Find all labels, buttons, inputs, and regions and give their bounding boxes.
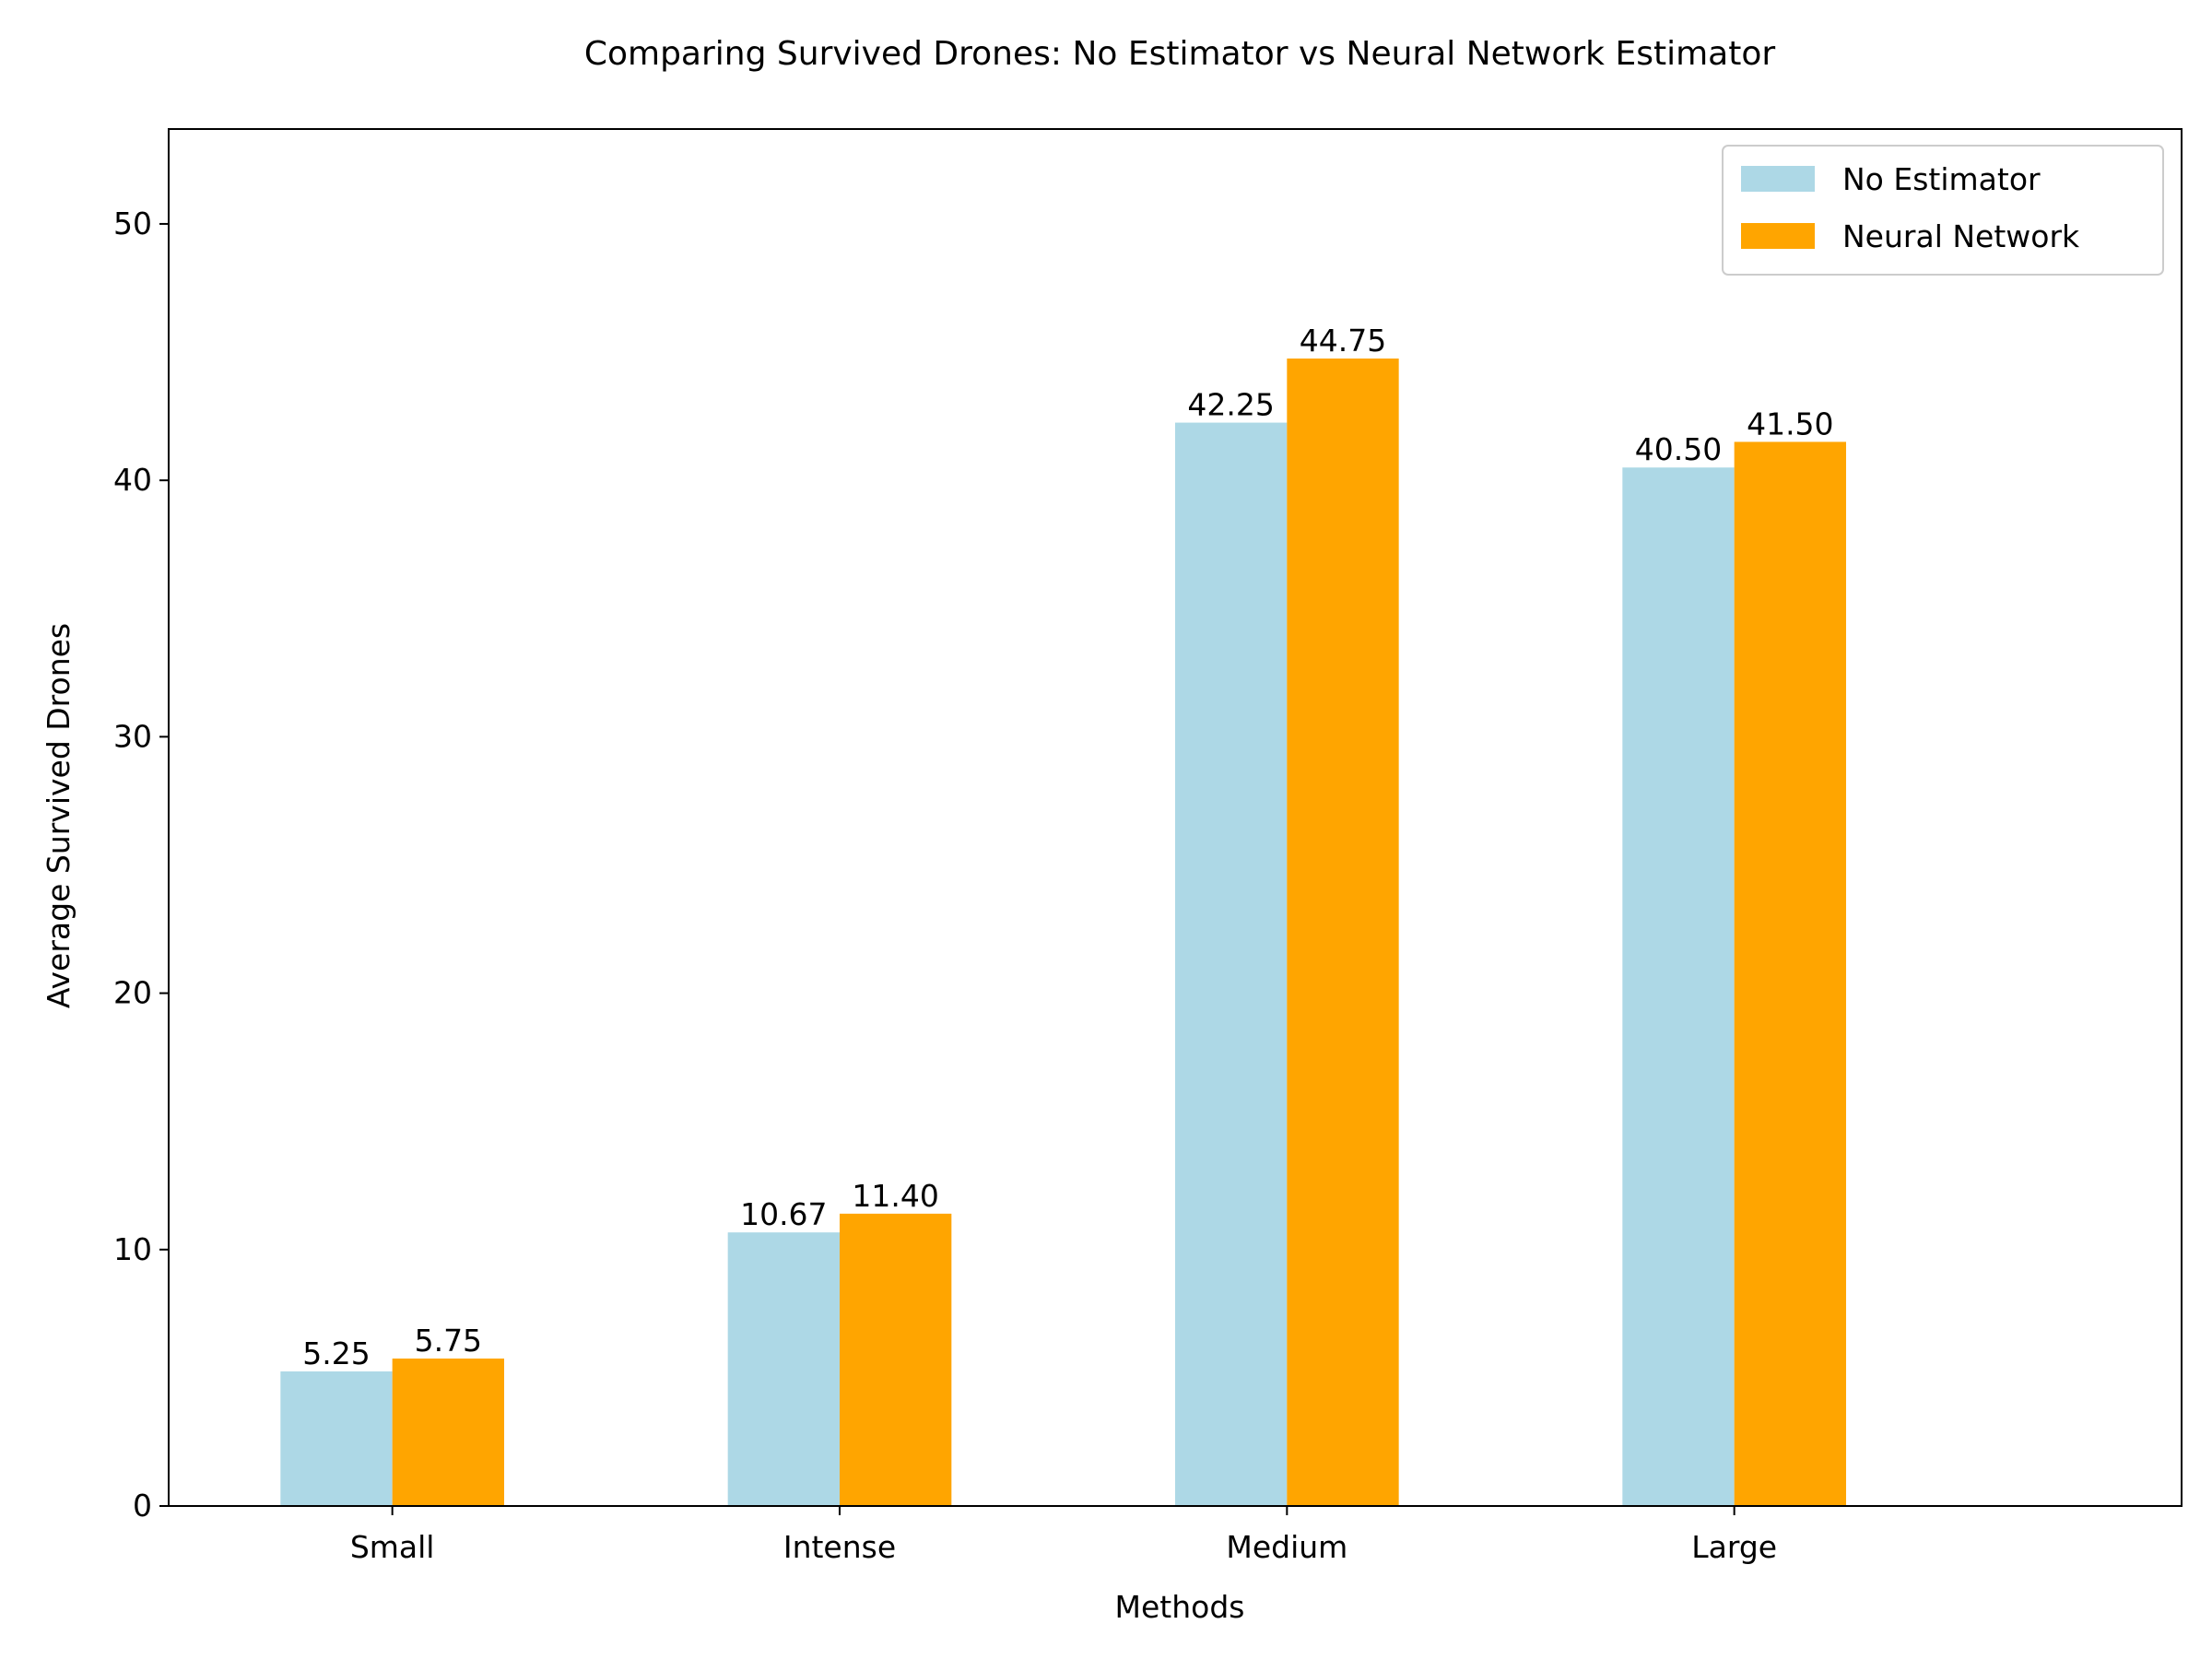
legend-swatch — [1741, 223, 1815, 249]
data-label: 40.50 — [1635, 431, 1722, 467]
bar-no-estimator-intense — [727, 1232, 840, 1506]
bar-neural-network-small — [392, 1359, 504, 1506]
data-label: 11.40 — [852, 1178, 938, 1214]
x-tick-label: Small — [350, 1529, 435, 1565]
bar-neural-network-large — [1734, 441, 1846, 1507]
legend: No Estimator Neural Network — [1722, 145, 2164, 276]
x-tick-label: Intense — [783, 1529, 896, 1565]
x-tick-label: Medium — [1226, 1529, 1347, 1565]
legend-swatch — [1741, 166, 1815, 192]
y-tick-label: 10 — [113, 1231, 152, 1267]
x-axis-label: Methods — [1115, 1589, 1245, 1625]
y-tick-label: 50 — [113, 206, 152, 241]
chart-title: Comparing Survived Drones: No Estimator … — [584, 35, 1776, 73]
plot-frame — [168, 128, 2183, 1507]
data-label: 42.25 — [1187, 387, 1274, 423]
y-axis-label: Average Survived Drones — [41, 623, 76, 1008]
bar-no-estimator-large — [1622, 467, 1735, 1506]
y-tick-label: 30 — [113, 718, 152, 754]
bar-neural-network-intense — [840, 1213, 952, 1506]
bar-no-estimator-small — [280, 1371, 393, 1506]
data-label: 5.75 — [415, 1323, 482, 1359]
plot-area: 5.25 10.67 42.25 40.50 5.75 11.40 44.75 41.50 0 1… — [113, 128, 2183, 1565]
data-label: 44.75 — [1300, 323, 1386, 359]
y-tick-label: 0 — [133, 1488, 152, 1524]
y-tick-label: 20 — [113, 975, 152, 1011]
bar-neural-network-medium — [1287, 359, 1399, 1506]
data-label: 10.67 — [740, 1196, 827, 1232]
bar-no-estimator-medium — [1175, 422, 1288, 1506]
y-tick-label: 40 — [113, 462, 152, 498]
legend-label: Neural Network — [1842, 218, 2080, 254]
data-label: 41.50 — [1747, 406, 1833, 441]
x-tick-label: Large — [1691, 1529, 1777, 1565]
data-label: 5.25 — [302, 1335, 370, 1371]
legend-box — [1722, 145, 2164, 276]
legend-label: No Estimator — [1842, 161, 2041, 197]
